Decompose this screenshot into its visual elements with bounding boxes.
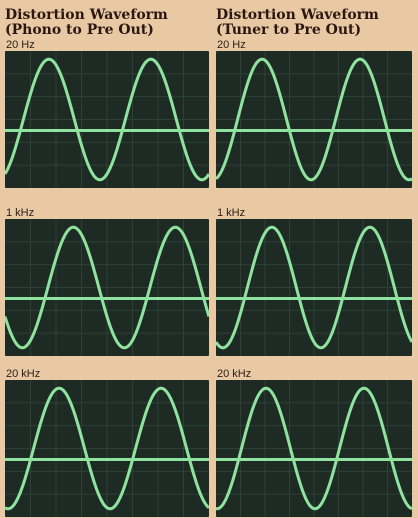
column-title-line2: (Tuner to Pre Out) xyxy=(216,22,362,38)
scope-grid xyxy=(216,380,412,517)
scope-grid xyxy=(216,51,412,188)
freq-label-1khz: 1 kHz xyxy=(217,207,246,219)
scope-phono-1khz xyxy=(5,219,209,356)
scope-tuner-20hz xyxy=(216,51,412,188)
scope-grid xyxy=(5,219,209,356)
scope-grid xyxy=(5,380,209,517)
freq-label-20khz: 20 kHz xyxy=(217,368,252,380)
column-title-line1: Distortion Waveform xyxy=(216,7,379,23)
sine-trace xyxy=(216,225,412,350)
freq-label-20hz: 20 Hz xyxy=(6,39,35,51)
column-title-line1: Distortion Waveform xyxy=(5,7,168,23)
column-title: Distortion Waveform (Tuner to Pre Out) xyxy=(216,8,412,38)
waveform-plot xyxy=(5,219,209,356)
sine-trace xyxy=(5,386,209,511)
freq-label-1khz: 1 kHz xyxy=(6,207,35,219)
waveform-plot xyxy=(216,380,412,517)
column-title: Distortion Waveform (Phono to Pre Out) xyxy=(5,8,209,38)
scope-grid xyxy=(216,219,412,356)
freq-label-20hz: 20 Hz xyxy=(217,39,246,51)
scope-tuner-1khz xyxy=(216,219,412,356)
sine-trace xyxy=(5,57,209,182)
sine-trace xyxy=(216,57,412,182)
waveform-plot xyxy=(5,380,209,517)
scope-tuner-20khz xyxy=(216,380,412,517)
freq-label-20khz: 20 kHz xyxy=(6,368,41,380)
scope-phono-20hz xyxy=(5,51,209,188)
column-title-line2: (Phono to Pre Out) xyxy=(5,22,154,38)
scope-phono-20khz xyxy=(5,380,209,517)
sine-trace xyxy=(216,386,412,511)
waveform-plot xyxy=(216,219,412,356)
sine-trace xyxy=(5,225,209,350)
waveform-plot xyxy=(5,51,209,188)
scope-grid xyxy=(5,51,209,188)
waveform-plot xyxy=(216,51,412,188)
